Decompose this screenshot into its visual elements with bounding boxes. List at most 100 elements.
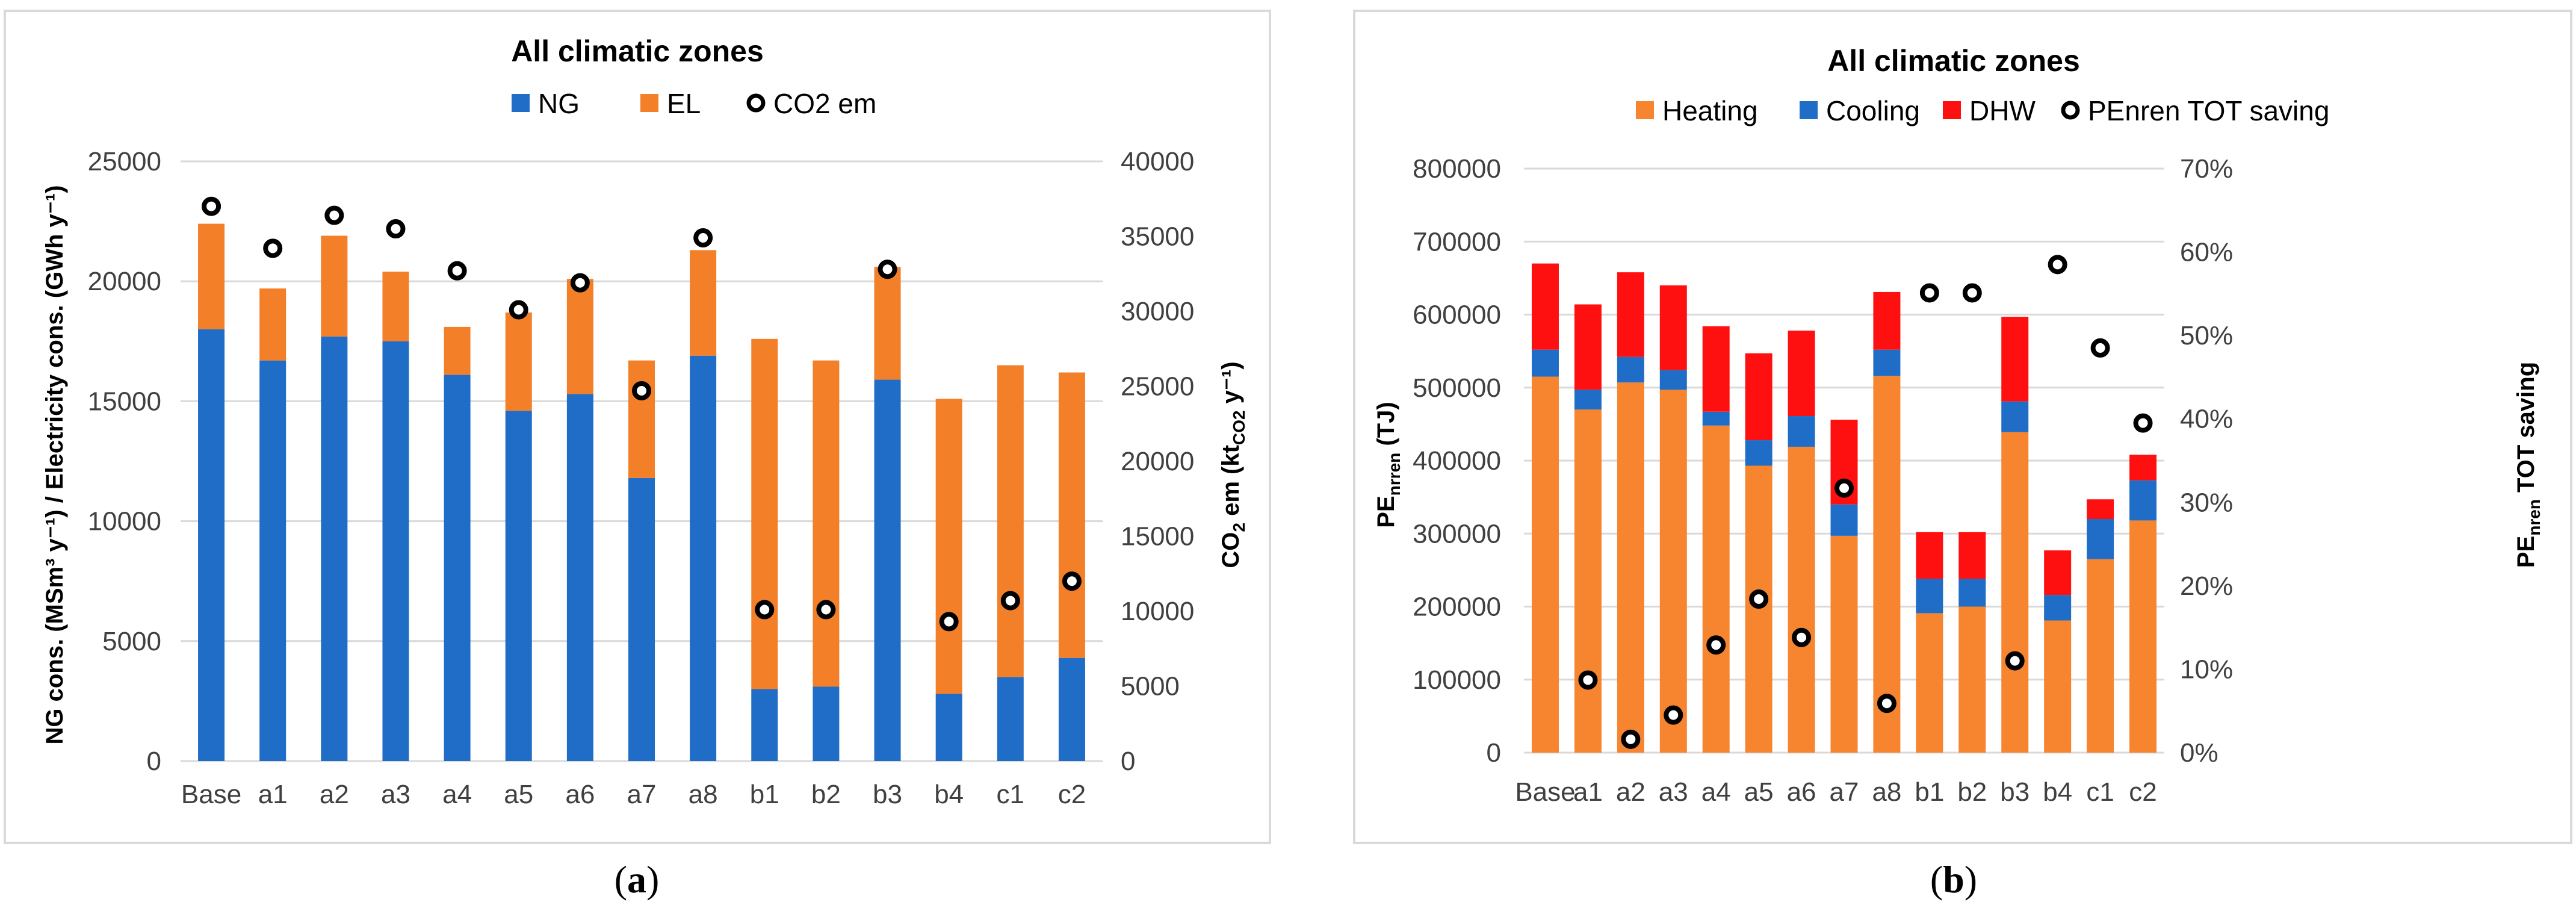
- a-left-tick-label: 0: [147, 747, 161, 776]
- b-category-label-b3: b3: [2000, 777, 2030, 807]
- a-marker-co2-em-b1: [755, 600, 775, 620]
- b-bar-heating-a4: [1702, 425, 1730, 753]
- b-category-label-a1: a1: [1573, 777, 1603, 807]
- panel-a-chart: All climatic zones NG EL CO2 em 0 5000 10000…: [4, 10, 1271, 844]
- b-bar-heating-a8: [1873, 376, 1901, 753]
- a-bar-el-base: [198, 223, 225, 329]
- panel-b-chart: All climatic zones Heating Cooling DHW PEnr…: [1353, 10, 2572, 844]
- a-category-label-b4: b4: [934, 780, 964, 809]
- b-legend-label-dhw: DHW: [1969, 95, 2036, 126]
- a-category-label-a3: a3: [381, 780, 410, 809]
- b-right-tick-label: 20%: [2180, 571, 2233, 601]
- a-marker-co2-em-b2: [816, 600, 836, 620]
- b-category-label-a2: a2: [1616, 777, 1646, 807]
- a-bar-ng-b4: [935, 694, 962, 761]
- a-bar-ng-a3: [382, 341, 409, 761]
- b-left-tick-label: 0: [1487, 738, 1501, 768]
- b-right-tick-label: 40%: [2180, 405, 2233, 434]
- a-category-label-base: Base: [181, 780, 241, 809]
- b-right-tick-label: 70%: [2180, 154, 2233, 184]
- a-legend-swatch-ng: [512, 94, 530, 112]
- panel-a-legend: NG EL CO2 em: [512, 88, 876, 119]
- b-bar-heating-b4: [2044, 620, 2072, 753]
- a-bar-el-c1: [997, 365, 1024, 677]
- b-bar-dhw-a1: [1574, 304, 1602, 390]
- a-bar-ng-c1: [997, 677, 1024, 761]
- b-category-label-b2: b2: [1957, 777, 1987, 807]
- a-right-tick-label: 35000: [1121, 222, 1194, 252]
- b-bar-cooling-b4: [2044, 595, 2072, 621]
- a-bar-ng-a2: [321, 336, 348, 761]
- panel-b-legend: Heating Cooling DHW PEnren TOT saving: [1636, 95, 2329, 126]
- a-marker-co2-em-a2: [324, 205, 344, 225]
- a-bar-el-b1: [751, 338, 778, 689]
- b-bar-cooling-b2: [1958, 579, 1986, 607]
- a-legend-label-co2-em: CO2 em: [773, 88, 876, 119]
- a-category-label-a2: a2: [320, 780, 349, 809]
- panel-a-category-labels: Base a1 a2 a3 a4 a5 a6 a7 a8 b1 b2 b3 b4 c1 c2: [181, 780, 1086, 809]
- a-left-tick-label: 20000: [88, 267, 161, 296]
- a-marker-co2-em-a6: [570, 273, 590, 293]
- a-right-tick-label: 20000: [1121, 447, 1194, 476]
- b-left-tick-label: 600000: [1413, 300, 1501, 330]
- a-bar-el-a8: [690, 250, 717, 356]
- a-right-tick-label: 0: [1121, 747, 1135, 776]
- a-category-label-a1: a1: [258, 780, 288, 809]
- a-bar-ng-a4: [444, 375, 471, 761]
- b-left-tick-label: 400000: [1413, 446, 1501, 476]
- a-category-label-b1: b1: [750, 780, 779, 809]
- b-legend-marker-penren-tot-saving: [2061, 101, 2080, 120]
- b-bar-dhw-c2: [2129, 455, 2157, 480]
- panel-b-title: All climatic zones: [1827, 44, 2080, 78]
- b-right-tick-label: 50%: [2180, 321, 2233, 350]
- a-bar-el-a7: [628, 360, 655, 478]
- a-marker-co2-em-c1: [1000, 591, 1020, 611]
- b-bar-heating-b2: [1958, 606, 1986, 753]
- a-bar-ng-base: [198, 329, 225, 761]
- a-bar-el-a2: [321, 235, 348, 337]
- b-bar-dhw-a4: [1702, 326, 1730, 412]
- a-left-tick-label: 10000: [88, 507, 161, 536]
- b-bar-dhw-a5: [1745, 353, 1773, 441]
- a-left-tick-label: 15000: [88, 387, 161, 416]
- b-bar-heating-b1: [1916, 613, 1943, 753]
- a-right-tick-label: 30000: [1121, 297, 1194, 326]
- a-legend-label-ng: NG: [538, 88, 580, 119]
- b-bar-cooling-c1: [2087, 519, 2114, 559]
- b-left-tick-label: 800000: [1413, 154, 1501, 184]
- b-marker-penren-tot-saving-c2: [2133, 413, 2153, 433]
- b-category-label-c1: c1: [2086, 777, 2114, 807]
- a-right-tick-label: 15000: [1121, 522, 1194, 552]
- a-bar-el-a4: [444, 326, 471, 375]
- b-bar-heating-a5: [1745, 465, 1773, 753]
- b-bar-heating-a7: [1830, 535, 1858, 753]
- b-category-label-a5: a5: [1744, 777, 1774, 807]
- b-category-label-a3: a3: [1659, 777, 1688, 807]
- a-category-label-b3: b3: [873, 780, 902, 809]
- panel-a-right-ticks: 0 5000 10000 15000 20000 25000 30000 35000 40000: [1121, 147, 1194, 776]
- a-bar-el-a1: [259, 288, 286, 361]
- a-category-label-a6: a6: [565, 780, 595, 809]
- panel-a-left-axis-title: NG cons. (MSm³ y⁻¹) / Electricity cons. …: [42, 185, 68, 744]
- a-bar-ng-a8: [690, 355, 717, 761]
- a-category-label-a8: a8: [689, 780, 718, 809]
- b-marker-penren-tot-saving-a3: [1664, 705, 1683, 725]
- b-legend-label-heating: Heating: [1662, 95, 1758, 126]
- a-left-tick-label: 25000: [88, 147, 161, 176]
- b-bar-dhw-base: [1531, 263, 1559, 350]
- a-marker-co2-em-c2: [1062, 571, 1082, 591]
- b-marker-penren-tot-saving-a6: [1792, 627, 1812, 647]
- b-category-label-c2: c2: [2129, 777, 2156, 807]
- b-legend-swatch-cooling: [1800, 101, 1818, 119]
- a-bar-ng-c2: [1058, 657, 1085, 761]
- b-bar-heating-b3: [2001, 432, 2029, 753]
- b-left-tick-label: 200000: [1413, 592, 1501, 622]
- b-category-label-b1: b1: [1915, 777, 1944, 807]
- panel-b-right-axis-title: PEnren TOT saving: [2513, 362, 2543, 568]
- a-bar-ng-a7: [628, 477, 655, 761]
- a-marker-co2-em-a5: [509, 300, 528, 320]
- b-bar-cooling-a1: [1574, 390, 1602, 410]
- a-category-label-a7: a7: [627, 780, 657, 809]
- b-bar-dhw-a6: [1788, 331, 1815, 417]
